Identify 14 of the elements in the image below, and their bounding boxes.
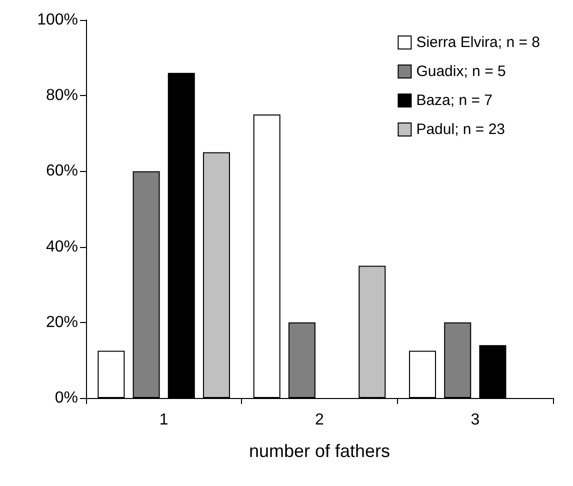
legend-label: Padul; n = 23: [416, 121, 506, 138]
y-tick-label: 40%: [46, 238, 78, 256]
legend-label: Guadix; n = 5: [416, 63, 506, 80]
legend-label: Sierra Elvira; n = 8: [416, 34, 540, 51]
y-tick-label: 80%: [46, 87, 78, 104]
y-tick-label: 100%: [37, 12, 78, 28]
legend-label: Baza; n = 7: [416, 92, 493, 109]
x-tick-label: 3: [470, 412, 480, 428]
y-tick-label: 0%: [54, 390, 78, 406]
y-tick-label: 60%: [46, 162, 78, 180]
x-tick-label: 1: [159, 412, 168, 428]
y-tick-label: 20%: [46, 314, 78, 331]
x-axis-title: number of fathers: [248, 441, 390, 461]
x-tick-label: 2: [315, 412, 324, 428]
